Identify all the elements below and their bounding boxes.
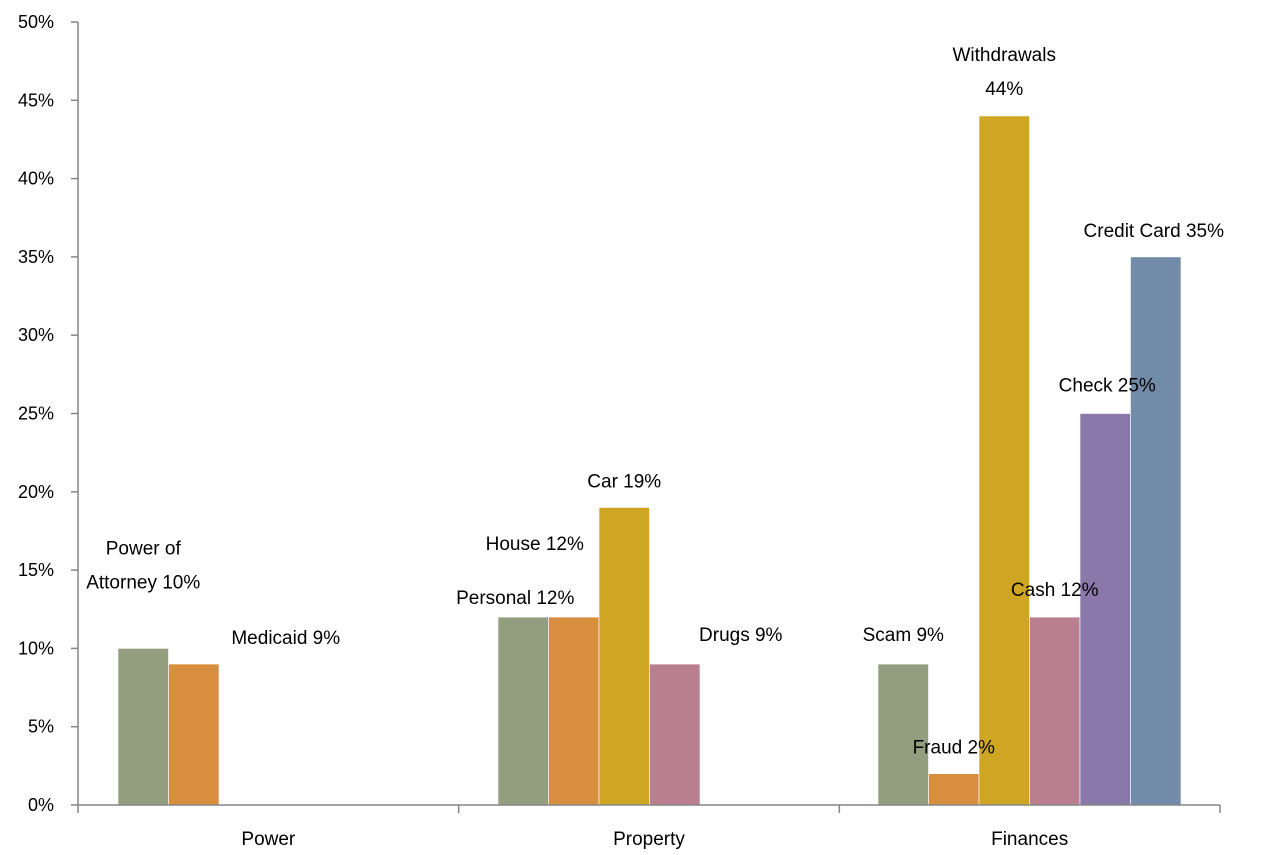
x-category-label: Finances — [991, 829, 1068, 850]
y-tick-label: 15% — [18, 560, 54, 580]
bar — [877, 663, 929, 806]
bar — [1130, 256, 1182, 806]
data-label: Fraud 2% — [913, 738, 995, 759]
y-tick-label: 35% — [18, 247, 54, 267]
bar — [168, 663, 220, 806]
y-tick-label: 10% — [18, 638, 54, 658]
bar — [117, 648, 169, 806]
bar — [928, 773, 980, 806]
data-label: Personal 12% — [456, 588, 574, 609]
data-label: Drugs 9% — [699, 625, 783, 646]
data-label: House 12% — [486, 534, 584, 555]
x-category-label: Property — [613, 829, 685, 850]
y-tick-label: 50% — [18, 12, 54, 32]
y-tick-label: 40% — [18, 169, 54, 189]
bar — [497, 616, 549, 806]
data-label: Scam 9% — [863, 625, 944, 646]
bar — [1079, 413, 1131, 806]
data-label: Credit Card 35% — [1084, 221, 1225, 242]
data-label: Medicaid 9% — [231, 628, 340, 649]
y-axis-ticks: 0% 5% 10% 15% 20% 25% 30% 35% 40% 45% 50% — [18, 12, 78, 815]
bar — [548, 616, 600, 806]
bars — [117, 115, 1182, 806]
y-tick-label: 30% — [18, 325, 54, 345]
bar — [978, 115, 1030, 806]
x-axis-ticks — [77, 805, 1221, 813]
data-label: Power of Attorney 10% — [86, 538, 200, 593]
y-tick-label: 25% — [18, 404, 54, 424]
bar — [598, 507, 650, 806]
y-tick-label: 5% — [28, 717, 54, 737]
data-label: Cash 12% — [1011, 580, 1099, 601]
bar — [649, 663, 701, 806]
category-labels: Power Property Finances — [241, 829, 1068, 850]
data-label: Car 19% — [587, 471, 661, 492]
y-tick-label: 45% — [18, 90, 54, 110]
y-tick-label: 0% — [28, 795, 54, 815]
data-label: Withdrawals 44% — [953, 45, 1056, 100]
data-labels: Power of Attorney 10% Medicaid 9% Personal … — [86, 45, 1224, 759]
x-category-label: Power — [241, 829, 296, 850]
bar — [1029, 616, 1081, 806]
y-tick-label: 20% — [18, 482, 54, 502]
data-label: Check 25% — [1059, 376, 1156, 397]
